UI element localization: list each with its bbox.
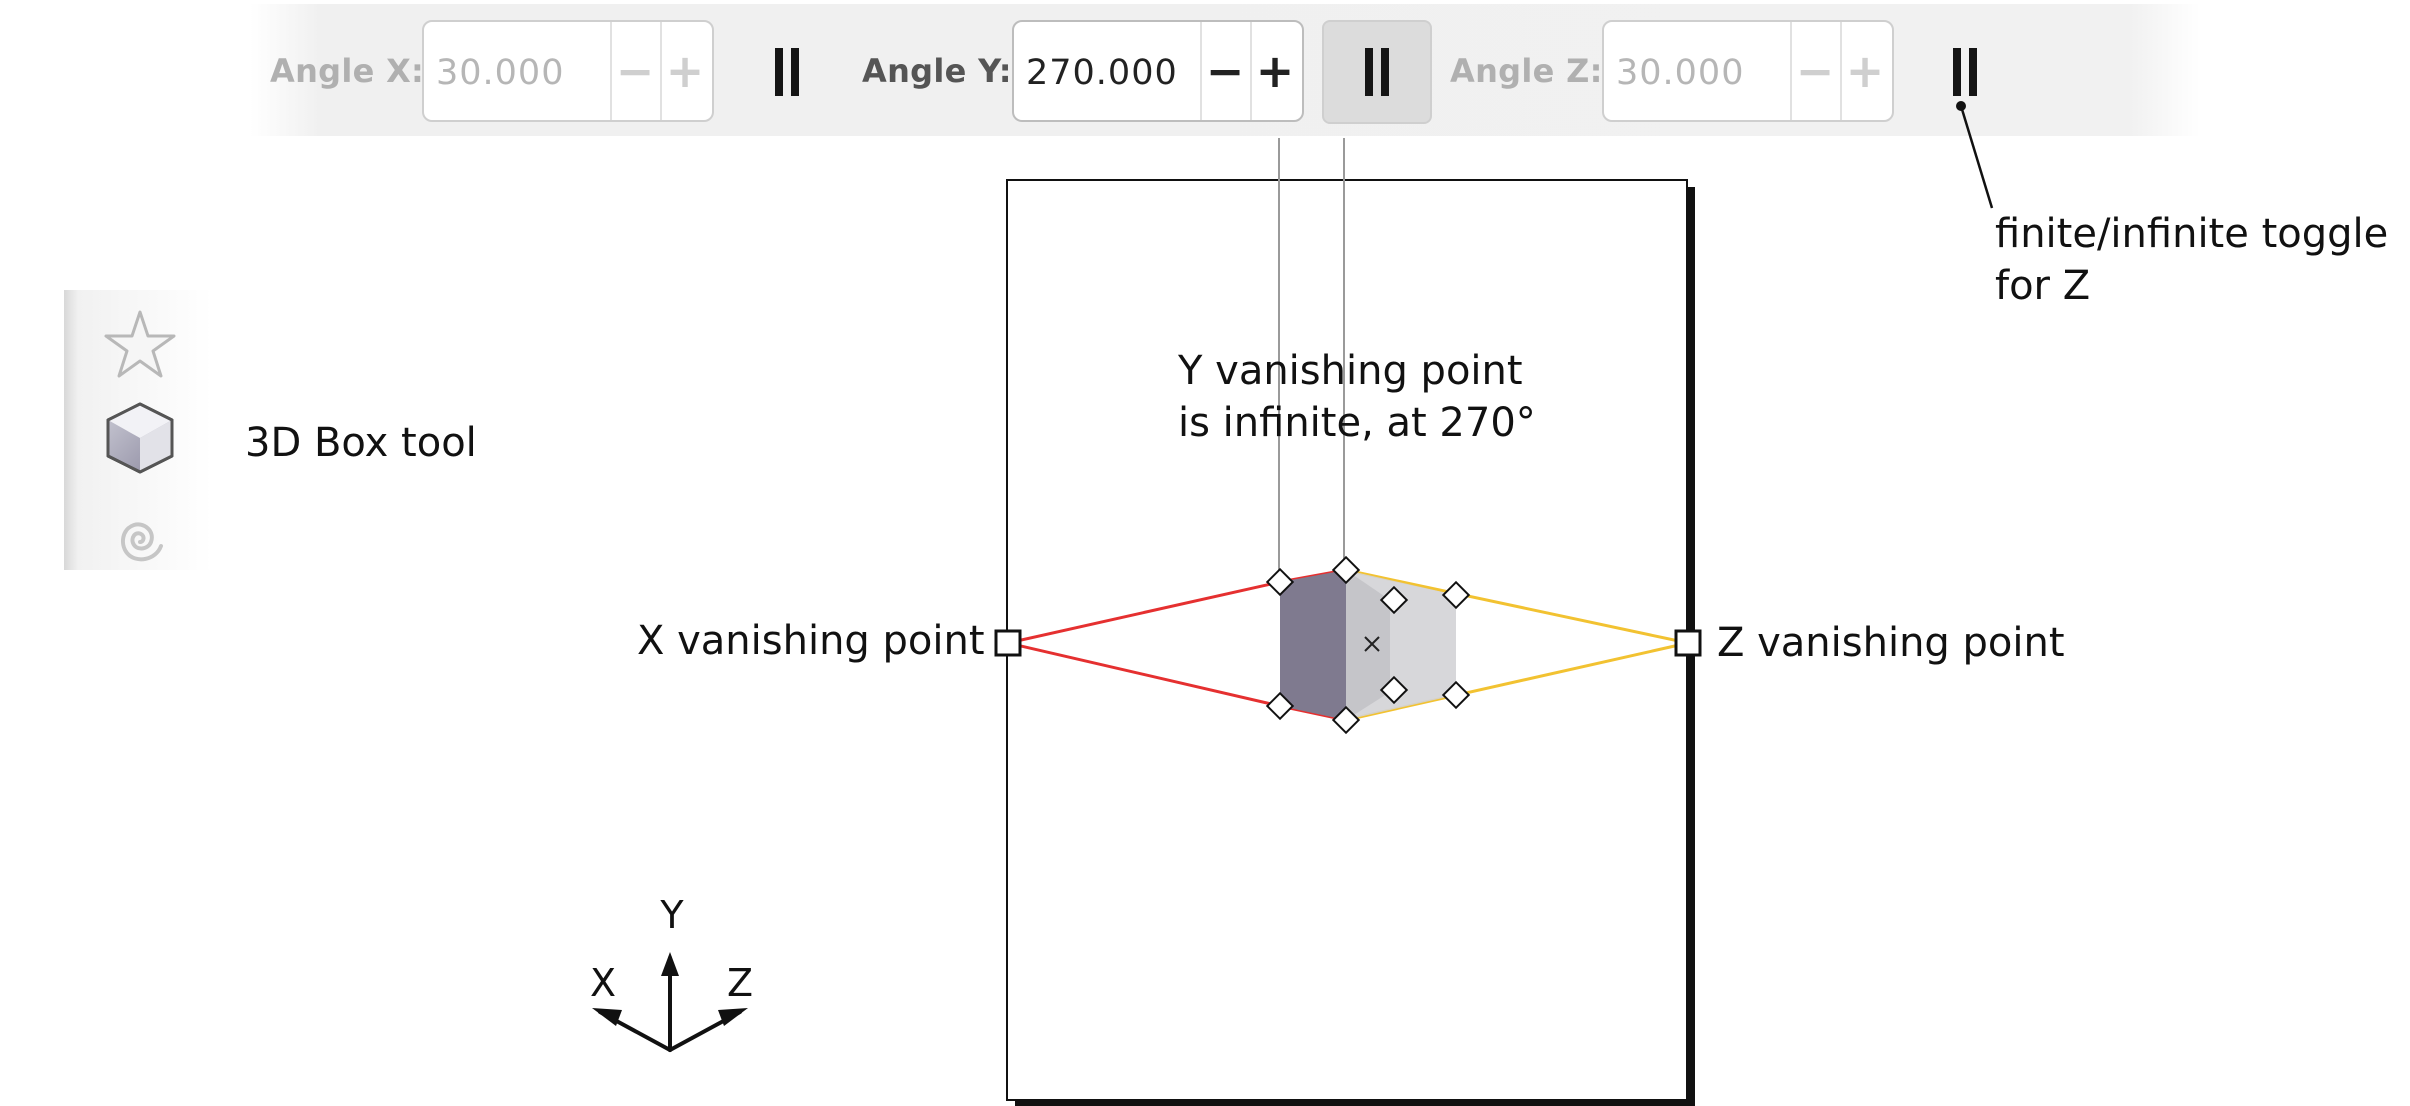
3d-box-tool-button[interactable] [100, 398, 180, 478]
y-vp-caption-line2: is infinite, at 270° [1178, 400, 1536, 446]
angle-z-spinbox[interactable]: 30.000 − + [1602, 20, 1894, 122]
angle-x-value: 30.000 [436, 53, 565, 93]
spiral-icon [120, 522, 163, 562]
axis-z-label: Z [727, 961, 753, 1005]
box-center-marker[interactable] [1364, 636, 1380, 652]
3d-box-tool-caption: 3D Box tool [245, 420, 477, 466]
angle-z-label: Angle Z: [1450, 52, 1603, 90]
angle-y-label: Angle Y: [862, 52, 1012, 90]
z-toggle-caption: finite/infinite toggle for Z [1995, 208, 2388, 312]
star-tool-button[interactable] [100, 304, 180, 384]
toggle-z-vp-finite-infinite-button[interactable] [1910, 20, 2020, 124]
box-inner-shade [1346, 570, 1390, 720]
z-toggle-caption-line1: finite/infinite toggle [1995, 211, 2389, 257]
angle-z-increment-button[interactable]: + [1845, 44, 1885, 98]
z-perspective-line-top [1345, 568, 1689, 645]
x-vanishing-point-caption: X vanishing point [637, 618, 985, 664]
box-front-face[interactable] [1280, 570, 1346, 720]
star-icon [104, 310, 176, 378]
angle-x-label: Angle X: [270, 52, 425, 90]
spiral-tool-button[interactable] [100, 500, 180, 580]
z-toggle-caption-line2: for Z [1995, 263, 2091, 309]
z-vanishing-point-caption: Z vanishing point [1717, 620, 2065, 666]
tool-palette [64, 290, 212, 570]
angle-y-decrement-button[interactable]: − [1205, 44, 1245, 98]
angle-y-value: 270.000 [1026, 53, 1178, 93]
x-perspective-line-top [1007, 580, 1281, 645]
z-toggle-callout-line [1959, 105, 1994, 209]
angle-y-spinbox[interactable]: 270.000 − + [1012, 20, 1304, 122]
y-vanishing-point-caption: Y vanishing point is infinite, at 270° [1178, 345, 1536, 449]
z-toggle-callout-dot [1956, 101, 1966, 111]
z-vanishing-point-handle[interactable] [1674, 629, 1702, 657]
angle-z-decrement-button[interactable]: − [1795, 44, 1835, 98]
toggle-x-vp-finite-infinite-button[interactable] [732, 20, 842, 124]
axis-x-label: X [590, 961, 616, 1005]
angle-x-increment-button[interactable]: + [665, 44, 705, 98]
x-perspective-line-bottom [1007, 641, 1281, 708]
angle-x-spinbox[interactable]: 30.000 − + [422, 20, 714, 122]
angle-x-decrement-button[interactable]: − [615, 44, 655, 98]
angle-z-value: 30.000 [1616, 53, 1745, 93]
toggle-y-vp-finite-infinite-button[interactable] [1322, 20, 1432, 124]
angle-y-increment-button[interactable]: + [1255, 44, 1295, 98]
pause-bars-icon [1953, 48, 1977, 96]
x-vanishing-point-handle[interactable] [994, 629, 1022, 657]
z-perspective-line-bottom [1345, 641, 1689, 722]
pause-bars-icon [775, 48, 799, 96]
box-handles[interactable] [1265, 555, 1471, 735]
3d-box-icon [106, 402, 174, 474]
axes-indicator [592, 952, 748, 1052]
pause-bars-icon [1365, 48, 1389, 96]
y-vp-caption-line1: Y vanishing point [1178, 348, 1523, 394]
3d-box-toolbar: Angle X: 30.000 − + Angle Y: 270.000 − +… [250, 4, 2200, 136]
axis-y-label: Y [659, 893, 684, 937]
